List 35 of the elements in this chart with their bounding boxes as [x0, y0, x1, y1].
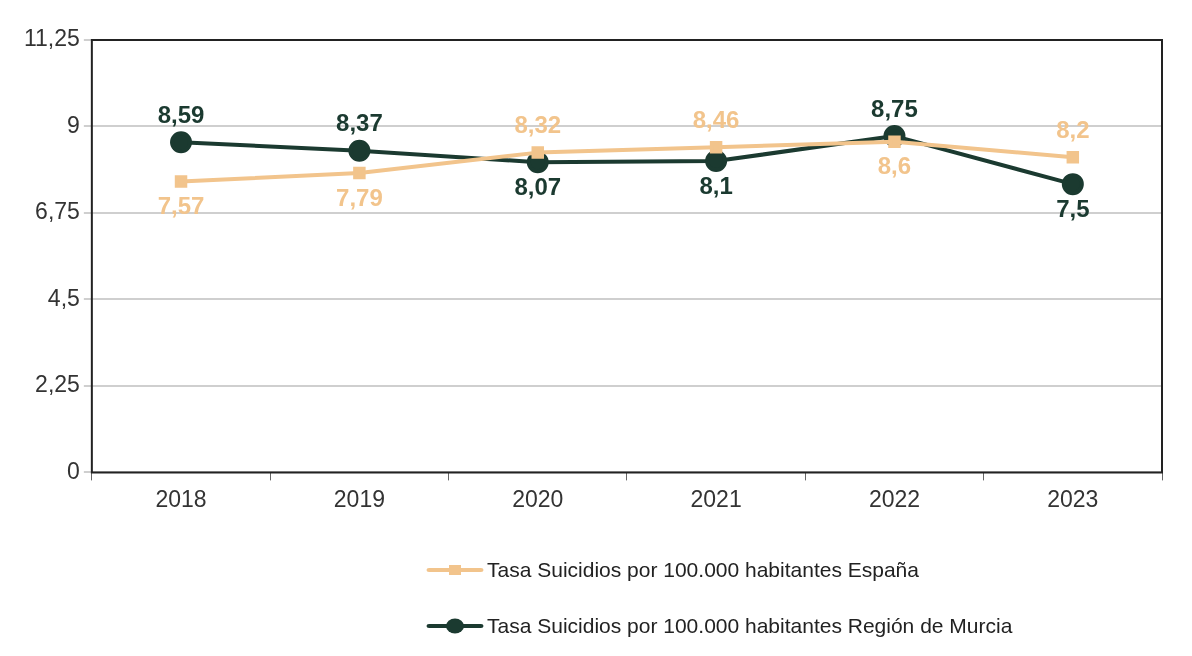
y-tick-label: 11,25 — [23, 25, 80, 52]
data-label: 8,59 — [157, 100, 205, 128]
x-tick-label: 2023 — [1047, 485, 1099, 512]
y-tick-label: 6,75 — [35, 198, 80, 225]
y-tick-label: 2,25 — [35, 371, 80, 398]
data-label: 7,57 — [157, 192, 205, 220]
x-tick-label: 2021 — [690, 485, 742, 512]
x-tick-label: 2018 — [155, 485, 207, 512]
y-tick-label: 4,5 — [47, 284, 80, 311]
legend-label: Tasa Suicidios por 100.000 habitantes Región de Murcia — [487, 614, 1013, 638]
point — [705, 150, 728, 173]
data-label: 8,1 — [699, 171, 733, 199]
point — [170, 131, 193, 154]
data-label: 7,5 — [1056, 194, 1090, 222]
data-label: 8,07 — [514, 172, 562, 200]
point — [531, 146, 544, 159]
point — [174, 175, 188, 188]
data-label: 8,6 — [877, 152, 912, 180]
point — [1061, 173, 1084, 196]
x-tick-label: 2019 — [333, 485, 385, 512]
x-tick-label: 2022 — [868, 485, 921, 512]
point — [709, 140, 723, 154]
point — [353, 166, 366, 180]
data-label: 8,46 — [692, 105, 740, 133]
y-tick-label: 0 — [67, 457, 80, 484]
x-tick-label: 2020 — [512, 485, 564, 512]
point — [1066, 150, 1080, 164]
legend-label: Tasa Suicidios por 100.000 habitantes España — [487, 558, 919, 582]
y-tick-label: 9 — [67, 111, 80, 138]
data-label: 8,75 — [871, 94, 918, 122]
point — [348, 139, 371, 162]
data-label: 8,2 — [1056, 115, 1090, 143]
data-label: 8,37 — [336, 109, 383, 137]
data-label: 8,32 — [514, 111, 562, 139]
data-label: 7,79 — [336, 183, 383, 211]
